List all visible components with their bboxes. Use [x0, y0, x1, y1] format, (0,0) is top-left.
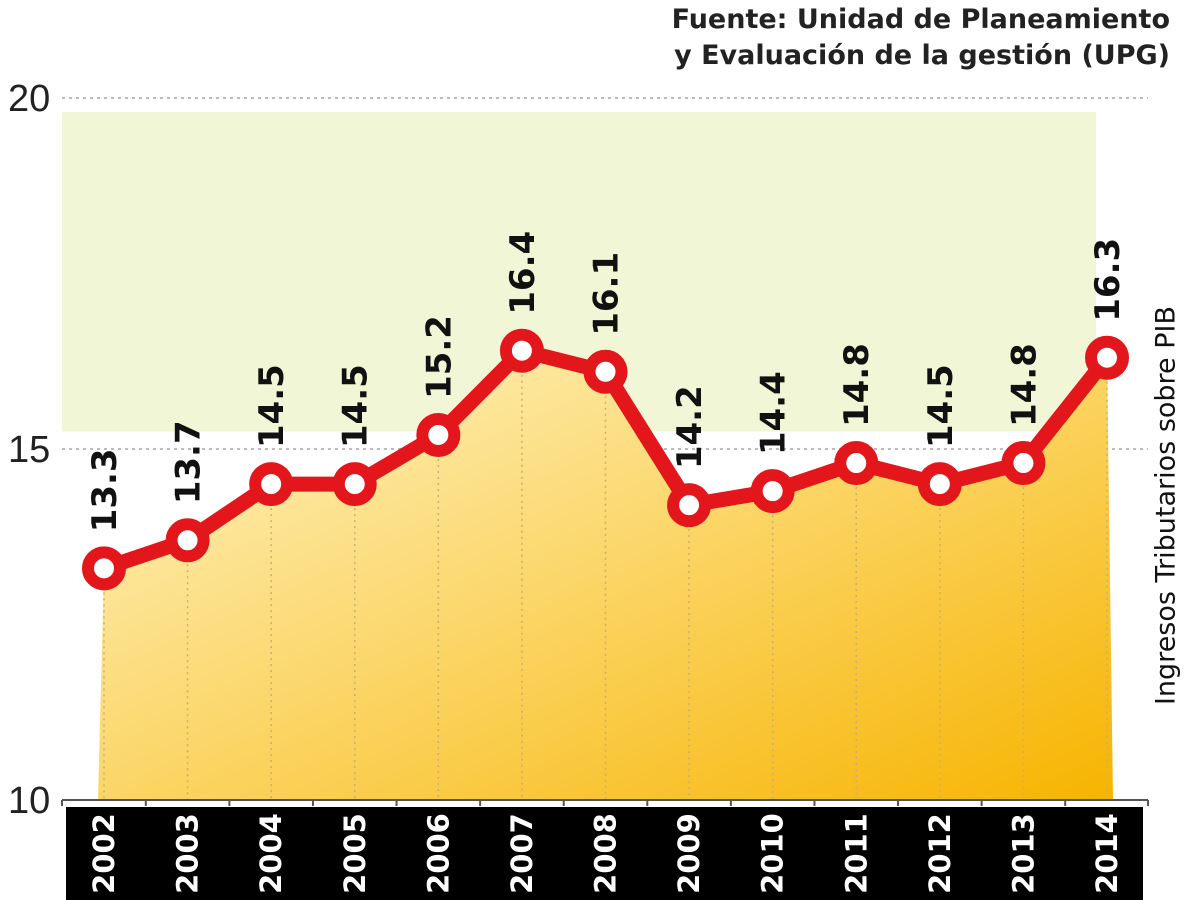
x-tick-label-2005: 2005: [338, 813, 372, 894]
source-line-2: y Evaluación de la gestión (UPG): [674, 40, 1170, 71]
x-tick-label-2003: 2003: [171, 813, 205, 894]
data-point-2005: [332, 462, 377, 507]
data-label-2004: 14.5: [252, 364, 292, 448]
x-axis-bar: [66, 807, 1143, 900]
source-note: Fuente: Unidad de Planeamiento y Evaluac…: [672, 2, 1170, 74]
data-label-2007: 16.4: [503, 231, 543, 315]
data-point-2007: [499, 328, 544, 373]
data-label-2011: 14.8: [837, 343, 877, 427]
data-point-2002: [82, 546, 126, 591]
data-label-2012: 14.5: [921, 364, 961, 448]
y-tick-label-10: 10: [8, 780, 50, 822]
data-label-2003: 13.7: [169, 420, 209, 504]
data-point-2014: [1085, 335, 1129, 380]
x-tick-label-2008: 2008: [589, 813, 623, 894]
x-tick-label-2012: 2012: [923, 813, 957, 894]
data-label-2014: 16.3: [1088, 238, 1128, 322]
data-point-2009: [667, 483, 712, 528]
x-tick-label-2010: 2010: [756, 813, 790, 894]
data-point-2011: [834, 441, 879, 486]
x-tick-label-2006: 2006: [421, 813, 455, 894]
x-tick-label-2002: 2002: [87, 813, 121, 894]
x-tick-label-2014: 2014: [1090, 813, 1124, 894]
data-point-2006: [416, 412, 461, 457]
x-tick-label-2009: 2009: [672, 813, 706, 894]
y-tick-label-20: 20: [8, 78, 50, 120]
data-point-2004: [249, 462, 294, 507]
area-fill: [98, 350, 1113, 800]
data-label-2002: 13.3: [85, 448, 125, 532]
x-tick-label-2004: 2004: [254, 813, 288, 894]
x-tick-label-2013: 2013: [1006, 813, 1040, 894]
data-label-2013: 14.8: [1004, 343, 1044, 427]
data-label-2008: 16.1: [587, 252, 627, 336]
x-tick-label-2007: 2007: [505, 813, 539, 894]
data-point-2003: [165, 518, 210, 563]
data-point-2012: [917, 462, 962, 507]
data-point-2013: [1001, 441, 1046, 486]
y-axis-title: Ingresos Tributarios sobre PIB: [1150, 305, 1182, 706]
data-point-2008: [583, 349, 628, 394]
data-point-2010: [750, 469, 795, 514]
data-label-2009: 14.2: [670, 385, 710, 469]
data-label-2005: 14.5: [336, 364, 376, 448]
source-line-1: Fuente: Unidad de Planeamiento: [671, 4, 1170, 35]
data-label-2006: 15.2: [419, 315, 459, 399]
y-tick-label-15: 15: [8, 429, 50, 471]
x-tick-label-2011: 2011: [839, 813, 873, 894]
data-label-2010: 14.4: [754, 371, 794, 455]
